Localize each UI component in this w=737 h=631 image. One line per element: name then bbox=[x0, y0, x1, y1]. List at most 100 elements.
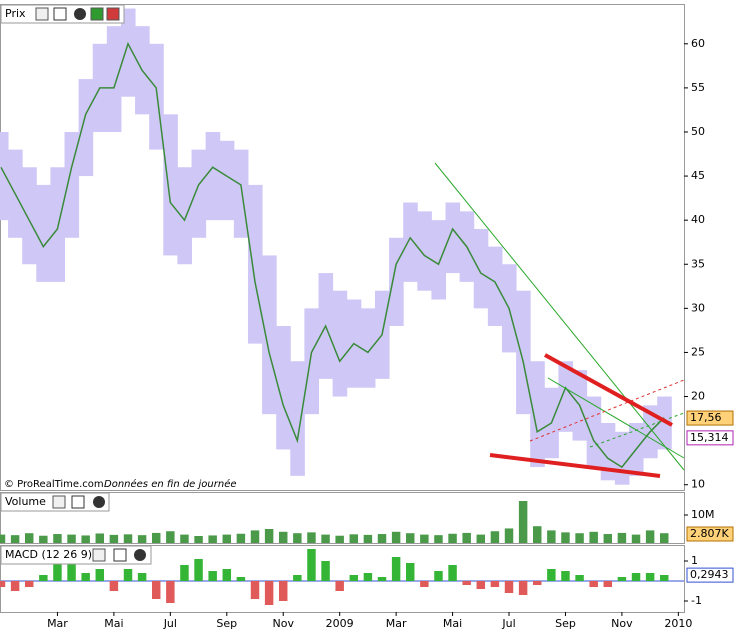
volume-bar bbox=[278, 531, 288, 543]
envelope bbox=[22, 167, 37, 265]
y-tick-label: 40 bbox=[691, 213, 705, 226]
volume-bar bbox=[67, 534, 76, 543]
envelope bbox=[332, 290, 348, 397]
macd-bar bbox=[645, 573, 655, 581]
resistance-line bbox=[544, 353, 673, 427]
envelope bbox=[487, 246, 503, 326]
settings-icon[interactable] bbox=[92, 548, 106, 562]
y-tick-label: 30 bbox=[691, 301, 705, 314]
macd-bar bbox=[617, 577, 627, 581]
macd-bar bbox=[166, 581, 175, 603]
volume-bar bbox=[194, 536, 203, 543]
envelope bbox=[276, 325, 291, 450]
settings-icon[interactable] bbox=[35, 7, 49, 21]
x-tick-label: 2009 bbox=[326, 617, 354, 630]
y-tick-label: -1 bbox=[691, 594, 702, 607]
x-tick-label: Mai bbox=[443, 617, 462, 630]
macd-bar bbox=[490, 581, 500, 587]
macd-bar bbox=[321, 561, 330, 581]
volume-bar bbox=[490, 531, 500, 543]
pane-title: Volume bbox=[5, 495, 46, 508]
volume-bar bbox=[264, 529, 274, 543]
envelope bbox=[558, 361, 574, 432]
volume-bar bbox=[349, 534, 359, 543]
y-tick-label: 45 bbox=[691, 169, 705, 182]
macd-bar bbox=[194, 559, 203, 581]
window-icon[interactable] bbox=[71, 495, 85, 509]
volume-header: Volume bbox=[0, 492, 110, 512]
trend-line bbox=[434, 162, 685, 471]
value-box bbox=[686, 567, 734, 583]
value-box bbox=[686, 430, 734, 446]
macd-bar bbox=[95, 569, 105, 581]
envelope bbox=[177, 167, 193, 265]
envelope bbox=[614, 431, 630, 485]
macd-bar bbox=[264, 581, 274, 605]
envelope bbox=[600, 422, 616, 481]
macd-bar bbox=[603, 581, 613, 587]
envelope bbox=[445, 202, 461, 274]
volume-bar bbox=[95, 533, 105, 543]
close-icon[interactable] bbox=[134, 549, 146, 561]
volume-bar bbox=[617, 532, 627, 543]
macd-bar bbox=[151, 581, 161, 599]
volume-bar bbox=[81, 535, 90, 543]
macd-bar bbox=[236, 577, 246, 581]
macd-bar bbox=[589, 581, 598, 587]
y-tick-label: 35 bbox=[691, 257, 705, 270]
volume-bar bbox=[180, 534, 189, 543]
envelope bbox=[586, 396, 602, 468]
value-label: 17,56 bbox=[690, 411, 722, 424]
up-icon[interactable] bbox=[90, 7, 104, 21]
macd-bar bbox=[504, 581, 514, 593]
window-icon[interactable] bbox=[53, 7, 67, 21]
close-icon[interactable] bbox=[74, 8, 86, 20]
macd-bar bbox=[222, 569, 232, 581]
volume-bar bbox=[660, 533, 669, 543]
plot-layer bbox=[0, 8, 684, 605]
envelope bbox=[0, 131, 9, 221]
macd-bar bbox=[631, 573, 641, 581]
macd-bar bbox=[250, 581, 260, 599]
volume-bar bbox=[24, 533, 34, 543]
envelope bbox=[205, 131, 221, 221]
volume-bar bbox=[504, 528, 514, 543]
y-tick-label: 10M bbox=[691, 508, 715, 521]
macd-bar bbox=[10, 581, 20, 591]
y-tick-label: 60 bbox=[691, 37, 705, 50]
macd-bar bbox=[307, 549, 316, 581]
volume-bar bbox=[377, 534, 387, 543]
trend-line bbox=[547, 377, 685, 459]
y-tick-label: 1 bbox=[691, 554, 698, 567]
down-icon[interactable] bbox=[106, 7, 120, 21]
macd-bar bbox=[660, 575, 669, 581]
x-tick-label: Mar bbox=[47, 617, 68, 630]
volume-bar bbox=[547, 530, 556, 543]
close-icon[interactable] bbox=[93, 496, 105, 508]
macd-bar bbox=[335, 581, 344, 591]
x-tick-label: Nov bbox=[611, 617, 633, 630]
volume-bar bbox=[434, 535, 443, 543]
macd-bar bbox=[0, 581, 6, 587]
volume-bar bbox=[208, 535, 217, 543]
volume-bar bbox=[236, 533, 246, 543]
trend-line bbox=[589, 412, 685, 448]
x-tick-label: Sep bbox=[216, 617, 237, 630]
macd-bar bbox=[81, 573, 90, 581]
macd-bar bbox=[278, 581, 288, 601]
settings-icon[interactable] bbox=[52, 495, 66, 509]
envelope bbox=[191, 149, 207, 238]
volume-bar bbox=[631, 534, 641, 543]
volume-bar bbox=[321, 534, 330, 543]
volume-bar bbox=[293, 533, 302, 543]
macd-bar bbox=[462, 581, 471, 585]
envelope bbox=[530, 361, 545, 468]
trend-line bbox=[529, 379, 685, 442]
macd-bar bbox=[180, 565, 189, 581]
volume-bar bbox=[137, 535, 147, 543]
window-icon[interactable] bbox=[113, 548, 127, 562]
macd-bar bbox=[575, 575, 584, 581]
volume-bar bbox=[123, 534, 133, 543]
volume-bar bbox=[0, 534, 6, 543]
value-label: 2.807K bbox=[690, 527, 729, 540]
